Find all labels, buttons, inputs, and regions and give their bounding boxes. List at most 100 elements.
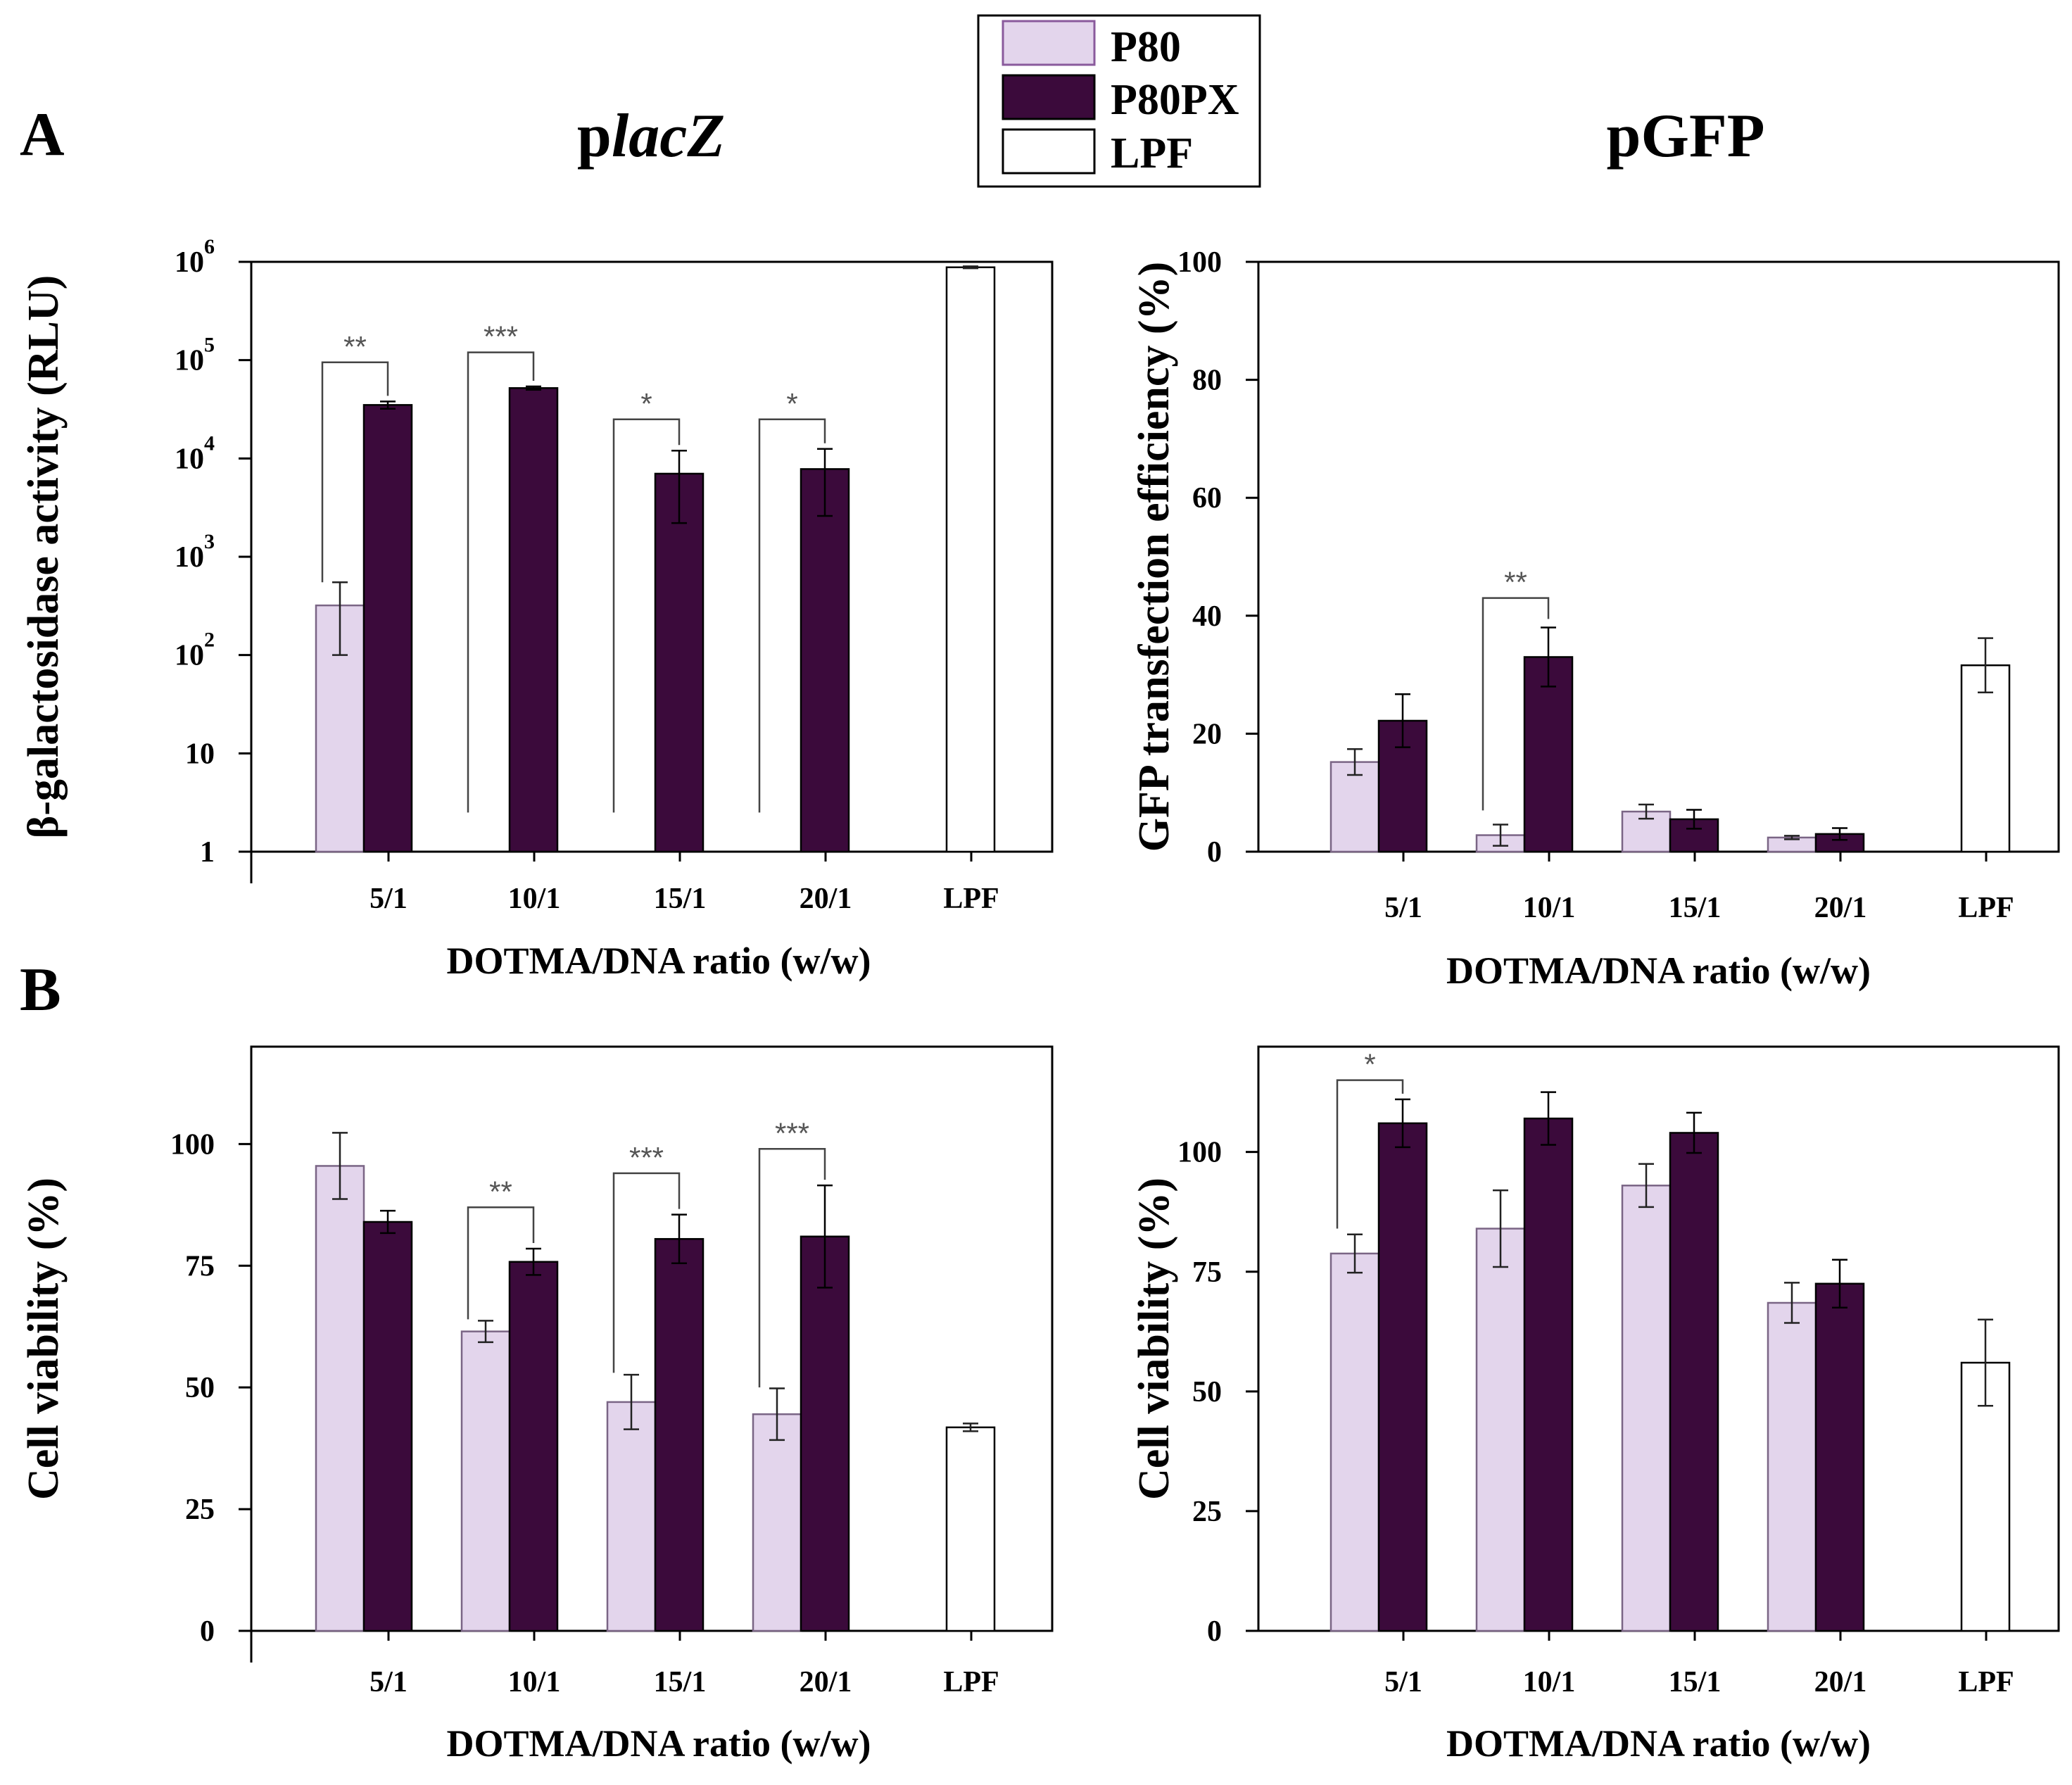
x-tick-label: 15/1 <box>654 883 707 915</box>
x-tick-label: LPF <box>943 883 999 915</box>
significance-bracket <box>467 351 535 813</box>
legend-swatch-p80px <box>1002 74 1096 120</box>
x-tick-label: 10/1 <box>508 883 561 915</box>
significance-marker: *** <box>629 1141 664 1174</box>
y-axis-label: Cell viability (%) <box>1130 1178 1178 1500</box>
bar-p80px <box>1523 656 1574 853</box>
y-tick-label: 50 <box>185 1372 215 1404</box>
legend-swatch-p80 <box>1002 20 1096 66</box>
x-tick-label: 5/1 <box>1384 1666 1422 1698</box>
x-axis-label: DOTMA/DNA ratio (w/w) <box>1446 1722 1871 1765</box>
bar-lpf <box>945 266 996 853</box>
significance-marker: * <box>1364 1048 1375 1081</box>
bar-p80 <box>606 1401 657 1632</box>
bar-p80px <box>1523 1117 1574 1632</box>
significance-marker: *** <box>775 1116 809 1149</box>
panel-letter-a: A <box>20 101 65 169</box>
x-tick-label: LPF <box>1958 1666 2014 1698</box>
bar-lpf <box>945 1426 996 1632</box>
significance-bracket <box>467 1206 535 1320</box>
legend-label-p80: P80 <box>1111 23 1181 71</box>
significance-bracket <box>758 418 826 813</box>
x-axis-label: DOTMA/DNA ratio (w/w) <box>1446 950 1871 992</box>
y-tick-label: 25 <box>185 1494 215 1526</box>
bar-p80px <box>508 387 559 853</box>
y-tick-label: 105 <box>175 334 215 377</box>
bar-p80px <box>1377 1122 1428 1632</box>
x-axis-label: DOTMA/DNA ratio (w/w) <box>447 1722 871 1765</box>
significance-bracket <box>758 1148 826 1388</box>
bar-lpf <box>1960 1361 2011 1632</box>
bar-lpf <box>1960 664 2011 853</box>
panel-letter-b: B <box>20 956 61 1024</box>
bar-p80px <box>800 1235 850 1632</box>
title-placz: placZ <box>577 102 725 170</box>
x-tick-label: 20/1 <box>800 883 852 915</box>
significance-marker: ** <box>489 1175 512 1208</box>
x-tick-label: 15/1 <box>1669 892 1722 924</box>
bar-p80px <box>1669 1132 1719 1632</box>
chart-viability-gfp: 0 25 50 75 100 5/1 10/1 15/1 20/1 LPF * Cell viabil… <box>1130 1045 2060 1765</box>
x-tick-label: 20/1 <box>1814 892 1867 924</box>
significance-marker: *** <box>484 320 518 353</box>
y-axis-label: β-galactosidase activity (RLU) <box>20 275 68 839</box>
bar-p80px <box>654 472 705 853</box>
legend-swatch-lpf <box>1002 128 1096 175</box>
bar-p80 <box>1329 1252 1380 1632</box>
legend-label-lpf: LPF <box>1111 130 1193 177</box>
y-tick-label: 75 <box>185 1250 215 1282</box>
bar-p80 <box>315 604 365 853</box>
bar-p80 <box>752 1413 802 1632</box>
bar-p80px <box>1814 1282 1865 1632</box>
bar-p80 <box>1475 1228 1526 1632</box>
x-tick-label: 10/1 <box>1523 1666 1576 1698</box>
significance-bracket <box>1482 597 1550 811</box>
x-tick-label: LPF <box>943 1666 999 1698</box>
significance-bracket <box>321 361 389 583</box>
y-axis-label: Cell viability (%) <box>20 1178 68 1500</box>
y-tick-label: 25 <box>1192 1496 1222 1528</box>
significance-bracket <box>612 418 681 813</box>
significance-marker: ** <box>343 330 367 363</box>
y-tick-label: 10 <box>185 738 215 770</box>
x-axis-label: DOTMA/DNA ratio (w/w) <box>447 940 871 982</box>
title-pgfp: pGFP <box>1607 102 1765 170</box>
significance-marker: * <box>786 387 797 420</box>
bar-p80px <box>1669 818 1719 853</box>
x-tick-label: 15/1 <box>1669 1666 1722 1698</box>
x-tick-label: 10/1 <box>1523 892 1576 924</box>
y-axis-label: GFP transfection efficiency (%) <box>1130 262 1178 852</box>
bar-p80 <box>1767 1301 1817 1632</box>
y-tick-label: 50 <box>1192 1376 1222 1408</box>
bar-p80px <box>654 1237 705 1632</box>
bar-p80 <box>1621 1185 1672 1632</box>
y-tick-label: 102 <box>175 629 215 672</box>
legend: P80 P80PX LPF <box>977 14 1261 188</box>
bar-p80px <box>362 1221 413 1632</box>
significance-bracket <box>612 1172 681 1373</box>
chart-gfp-transfection: 0 20 40 60 80 100 5/1 10/1 15/1 20/1 LPF ** GFP tran… <box>1130 246 2060 992</box>
y-tick-label: 20 <box>1192 718 1222 750</box>
y-tick-label: 0 <box>1207 836 1222 869</box>
significance-marker: ** <box>1504 566 1527 599</box>
y-tick-label: 1 <box>200 836 215 869</box>
x-tick-label: 10/1 <box>508 1666 561 1698</box>
y-tick-label: 60 <box>1192 482 1222 515</box>
y-tick-label: 103 <box>175 530 215 574</box>
x-tick-label: 15/1 <box>654 1666 707 1698</box>
x-tick-label: 5/1 <box>369 1666 408 1698</box>
y-tick-label: 106 <box>175 235 215 279</box>
bar-p80px <box>508 1261 559 1632</box>
x-tick-label: LPF <box>1958 892 2014 924</box>
significance-bracket <box>1336 1079 1404 1229</box>
x-tick-label: 20/1 <box>800 1666 852 1698</box>
y-tick-label: 0 <box>1207 1615 1222 1648</box>
y-tick-label: 100 <box>170 1128 215 1161</box>
bar-p80 <box>460 1330 511 1632</box>
y-tick-label: 100 <box>1177 1137 1222 1169</box>
x-tick-label: 5/1 <box>369 883 408 915</box>
x-tick-label: 20/1 <box>1814 1666 1867 1698</box>
